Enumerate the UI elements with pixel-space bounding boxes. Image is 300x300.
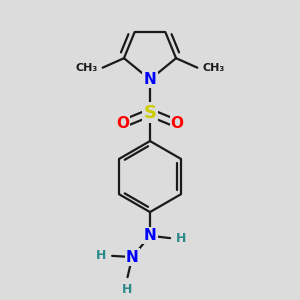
Text: H: H [176, 232, 186, 244]
Text: N: N [126, 250, 139, 265]
Text: N: N [144, 228, 156, 243]
Text: CH₃: CH₃ [202, 63, 224, 73]
Text: N: N [144, 72, 156, 87]
Text: CH₃: CH₃ [76, 63, 98, 73]
Text: O: O [116, 116, 129, 131]
Text: O: O [171, 116, 184, 131]
Text: H: H [122, 283, 133, 296]
Text: H: H [96, 249, 106, 262]
Text: S: S [143, 103, 157, 122]
